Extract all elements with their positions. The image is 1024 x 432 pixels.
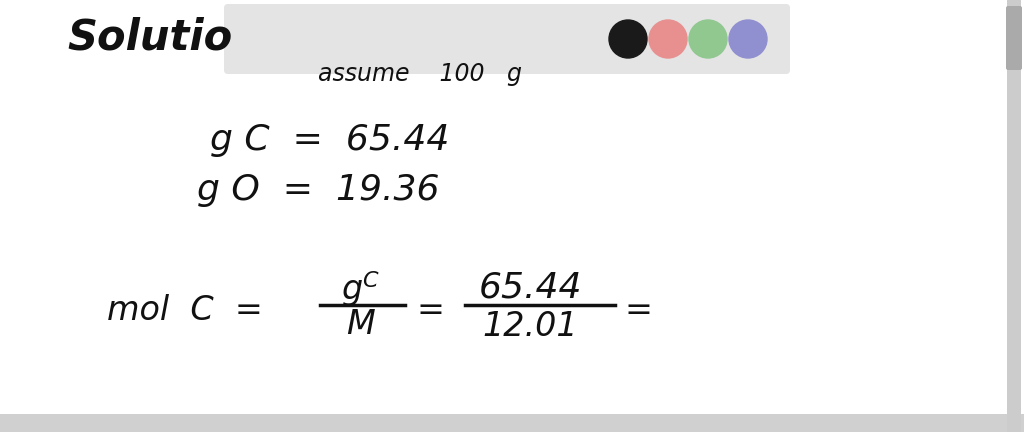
Text: g O  =  19.36: g O = 19.36 — [197, 173, 439, 207]
Circle shape — [689, 20, 727, 58]
FancyBboxPatch shape — [224, 4, 790, 74]
Text: g C  =  65.44: g C = 65.44 — [210, 123, 450, 157]
Text: assume    100   g: assume 100 g — [318, 62, 522, 86]
FancyBboxPatch shape — [1006, 6, 1022, 70]
Text: C: C — [362, 271, 378, 291]
Text: Solutio: Solutio — [68, 17, 232, 59]
Circle shape — [609, 20, 647, 58]
Text: 12.01: 12.01 — [482, 311, 578, 343]
Text: g: g — [341, 273, 362, 306]
Text: =: = — [416, 293, 444, 327]
Bar — [0, 414, 1024, 432]
Circle shape — [649, 20, 687, 58]
Bar — [1007, 0, 1021, 432]
Text: 65.44: 65.44 — [478, 271, 582, 305]
Text: mol  C  =: mol C = — [108, 293, 263, 327]
Text: M: M — [346, 308, 375, 342]
Circle shape — [729, 20, 767, 58]
Text: =: = — [624, 293, 652, 327]
